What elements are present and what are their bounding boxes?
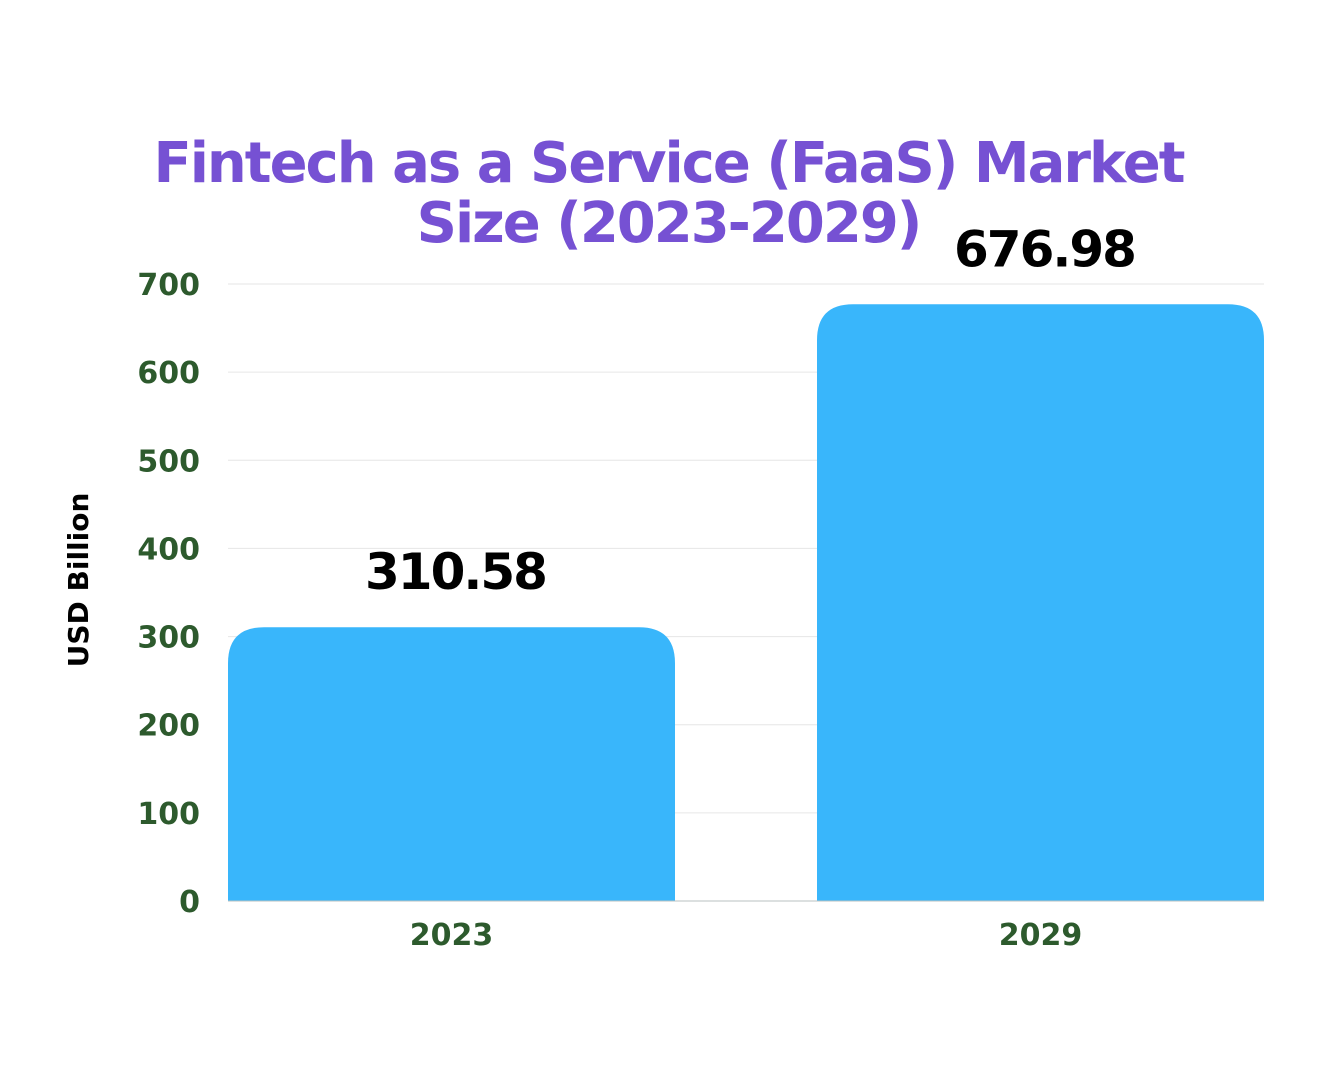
labels: 310.58 676.98 USD Billion xyxy=(62,220,1137,668)
data-label-2029: 676.98 xyxy=(954,220,1135,278)
axes: 0 100 200 300 400 500 600 700 2023 2029 xyxy=(137,268,1264,953)
y-axis-title: USD Billion xyxy=(62,493,95,668)
bars xyxy=(228,304,1264,901)
chart-title-line-1: Fintech as a Service (FaaS) Market xyxy=(153,131,1185,196)
x-tick-label-2029: 2029 xyxy=(999,918,1083,953)
y-tick-label: 700 xyxy=(137,268,200,303)
y-tick-label: 100 xyxy=(137,797,200,832)
y-tick-label: 300 xyxy=(137,621,200,656)
y-tick-label: 0 xyxy=(179,885,200,920)
y-tick-label: 200 xyxy=(137,709,200,744)
chart-title-line-2: Size (2023-2029) xyxy=(416,191,923,256)
y-tick-label: 600 xyxy=(137,356,200,391)
y-tick-label: 400 xyxy=(137,532,200,567)
x-tick-label-2023: 2023 xyxy=(410,918,494,953)
data-label-2023: 310.58 xyxy=(365,543,546,601)
bar-2029 xyxy=(817,304,1264,901)
bar-2023 xyxy=(228,627,675,901)
y-tick-label: 500 xyxy=(137,444,200,479)
